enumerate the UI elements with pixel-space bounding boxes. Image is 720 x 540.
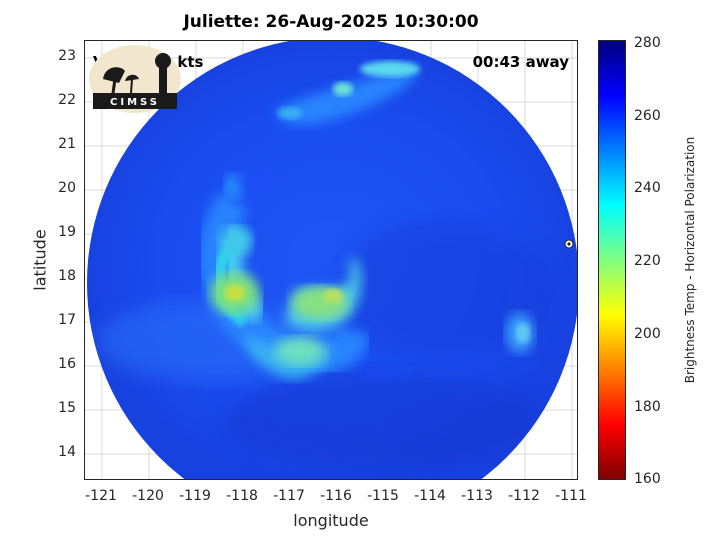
x-tick: -118 (226, 488, 258, 504)
y-axis-label: latitude (30, 229, 50, 291)
x-tick: -113 (461, 488, 493, 504)
map-title: Juliette: 26-Aug-2025 10:30:00 (183, 12, 479, 32)
colorbar (598, 40, 626, 480)
map-plot-area: Vmax: 59 kts 00:43 away CIMSS (84, 40, 578, 480)
x-tick: -114 (414, 488, 446, 504)
x-tick: -115 (367, 488, 399, 504)
colorbar-tick: 220 (634, 253, 661, 269)
x-axis-label: longitude (293, 511, 369, 530)
colorbar-tick: 160 (634, 471, 661, 487)
x-tick: -117 (273, 488, 305, 504)
y-tick: 17 (58, 312, 76, 328)
x-tick: -111 (555, 488, 587, 504)
colorbar-tick: 260 (634, 108, 661, 124)
microwave-swath (87, 41, 577, 479)
colorbar-tick: 240 (634, 180, 661, 196)
y-tick: 16 (58, 356, 76, 372)
y-tick: 23 (58, 48, 76, 64)
time-away-label: 00:43 away (472, 53, 569, 71)
x-tick: -116 (320, 488, 352, 504)
colorbar-tick: 200 (634, 326, 661, 342)
brightness-temperature-map (85, 41, 577, 479)
x-tick: -121 (85, 488, 117, 504)
y-tick: 15 (58, 400, 76, 416)
cimss-logo-text: CIMSS (110, 97, 160, 108)
x-tick: -120 (132, 488, 164, 504)
y-tick: 22 (58, 92, 76, 108)
y-tick: 19 (58, 224, 76, 240)
y-tick: 18 (58, 268, 76, 284)
x-tick: -119 (179, 488, 211, 504)
y-tick: 20 (58, 180, 76, 196)
x-tick: -112 (508, 488, 540, 504)
colorbar-tick: 280 (634, 35, 661, 51)
cimss-logo: CIMSS (89, 45, 181, 113)
y-tick: 21 (58, 136, 76, 152)
colorbar-tick: 180 (634, 399, 661, 415)
colorbar-label: Brightness Temp - Horizontal Polarizatio… (683, 136, 697, 384)
storm-center-marker (564, 239, 574, 249)
y-tick: 14 (58, 444, 76, 460)
